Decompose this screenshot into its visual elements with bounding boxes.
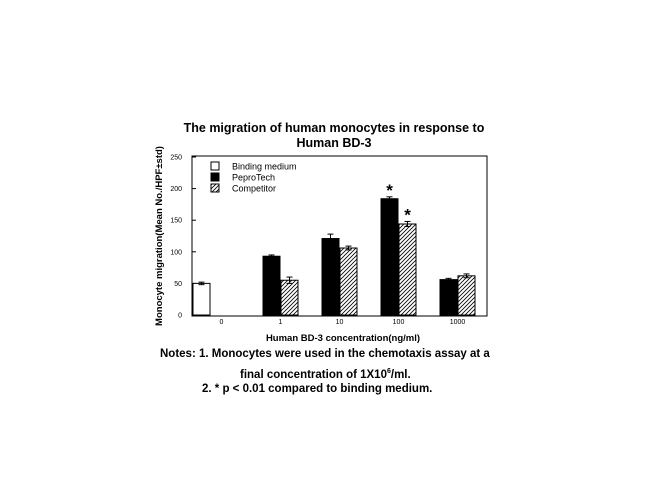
legend-label: Binding medium xyxy=(232,162,297,172)
notes-line1: Notes: 1. Monocytes were used in the che… xyxy=(160,348,490,360)
chart-title-line1: The migration of human monocytes in resp… xyxy=(184,121,485,135)
legend-label: Competitor xyxy=(232,184,276,194)
notes-line2-end: /ml. xyxy=(390,368,411,381)
bar-binding-medium-0 xyxy=(192,282,211,316)
x-tick-label: 1 xyxy=(279,319,283,326)
bar-competitor-3 xyxy=(398,223,417,316)
x-axis: 0 1 10 100 1000 xyxy=(220,319,466,326)
y-tick-label: 0 xyxy=(178,313,182,320)
plot-frame xyxy=(191,155,488,317)
legend-swatch-binding-medium xyxy=(210,161,220,171)
y-tick-label: 100 xyxy=(170,249,182,256)
bar-peprotech-4 xyxy=(439,279,458,316)
chart-title-line2: Human BD-3 xyxy=(296,136,371,150)
bar-peprotech-1 xyxy=(262,255,281,316)
x-tick-label: 100 xyxy=(393,319,405,326)
significance-star: * xyxy=(386,181,393,200)
notes-line3: 2. * p < 0.01 compared to binding medium… xyxy=(202,383,433,395)
y-axis-title: Monocyte migration(Mean No./HPF±std) xyxy=(154,146,165,326)
bar-competitor-2 xyxy=(339,247,358,316)
x-axis-title: Human BD-3 concentration(ng/ml) xyxy=(266,333,420,344)
legend-swatch-peprotech xyxy=(210,172,220,182)
significance-star: * xyxy=(404,205,411,224)
y-tick-label: 50 xyxy=(174,281,182,288)
x-tick-label: 1000 xyxy=(450,319,466,326)
notes-line2-text: final concentration of 1X10 xyxy=(240,368,387,381)
bar-competitor-1 xyxy=(280,279,299,316)
x-tick-label: 0 xyxy=(220,319,224,326)
y-tick-label: 250 xyxy=(170,155,182,162)
bar-peprotech-3 xyxy=(380,198,399,316)
legend-swatch-competitor xyxy=(210,183,220,193)
bars: ** xyxy=(192,181,476,316)
y-tick-label: 200 xyxy=(170,186,182,193)
notes-line2-sup: 6 xyxy=(386,368,391,375)
y-tick-label: 150 xyxy=(170,218,182,225)
legend-label: PeproTech xyxy=(232,173,275,183)
bar-competitor-4 xyxy=(457,275,476,316)
x-tick-label: 10 xyxy=(336,319,344,326)
notes-line2: final concentration of 1X106/ml. xyxy=(240,368,411,381)
bar-peprotech-2 xyxy=(321,238,340,316)
